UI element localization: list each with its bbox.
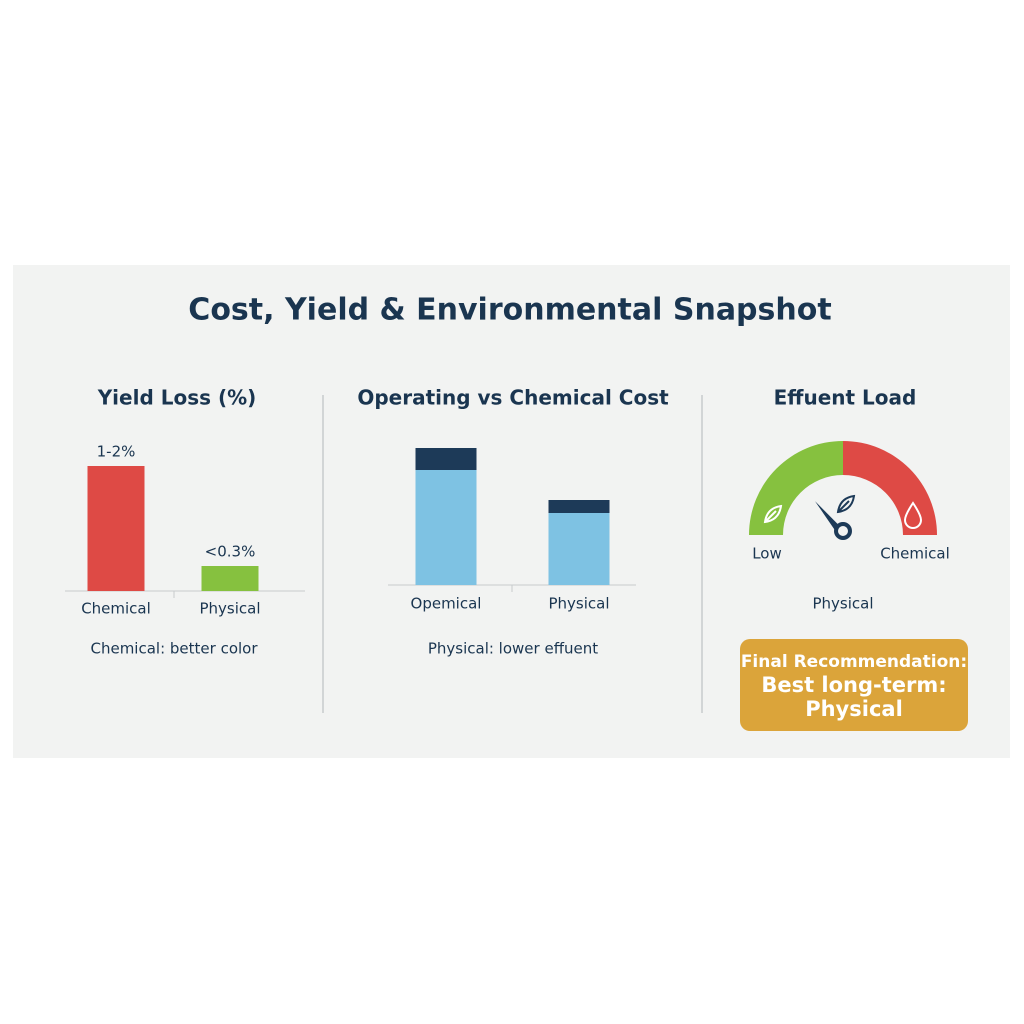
leaf-icon bbox=[836, 494, 856, 514]
x-tick-label: Physical bbox=[199, 600, 260, 618]
bar bbox=[87, 466, 145, 591]
main-title: Cost, Yield & Environmental Snapshot bbox=[188, 293, 831, 328]
gauge-icons bbox=[763, 494, 923, 529]
gauge-arc-low bbox=[749, 441, 843, 535]
gauge-min-label: Low bbox=[752, 545, 782, 563]
bar-segment bbox=[415, 470, 477, 585]
bar-segment bbox=[415, 448, 477, 470]
recommendation-box bbox=[740, 639, 968, 731]
drop-icon bbox=[903, 501, 923, 529]
chart-title: Operating vs Chemical Cost bbox=[357, 386, 669, 410]
chart-note: Physical: lower effuent bbox=[428, 640, 598, 658]
recommendation-heading: Final Recommendation: bbox=[741, 652, 967, 672]
gauge-hub bbox=[834, 522, 852, 540]
recommendation-line: Physical bbox=[805, 697, 903, 721]
leaf-icon bbox=[763, 504, 783, 524]
gauge-max-label: Chemical bbox=[880, 545, 950, 563]
gauge-caption: Physical bbox=[812, 595, 873, 613]
x-tick-label: Chemical bbox=[81, 600, 151, 618]
bar-segment bbox=[548, 513, 610, 585]
bar-segment bbox=[548, 500, 610, 513]
recommendation-line: Best long-term: bbox=[761, 673, 946, 697]
x-tick-label: Physical bbox=[548, 595, 609, 613]
chart-note: Chemical: better color bbox=[90, 640, 258, 658]
x-tick-label: Opemical bbox=[411, 595, 482, 613]
value-label: <0.3% bbox=[205, 543, 256, 561]
value-label: 1-2% bbox=[97, 443, 136, 461]
chart-title: Effuent Load bbox=[774, 386, 917, 410]
gauge-arc-high bbox=[843, 441, 937, 535]
bar bbox=[201, 566, 259, 591]
chart-title: Yield Loss (%) bbox=[97, 386, 257, 410]
